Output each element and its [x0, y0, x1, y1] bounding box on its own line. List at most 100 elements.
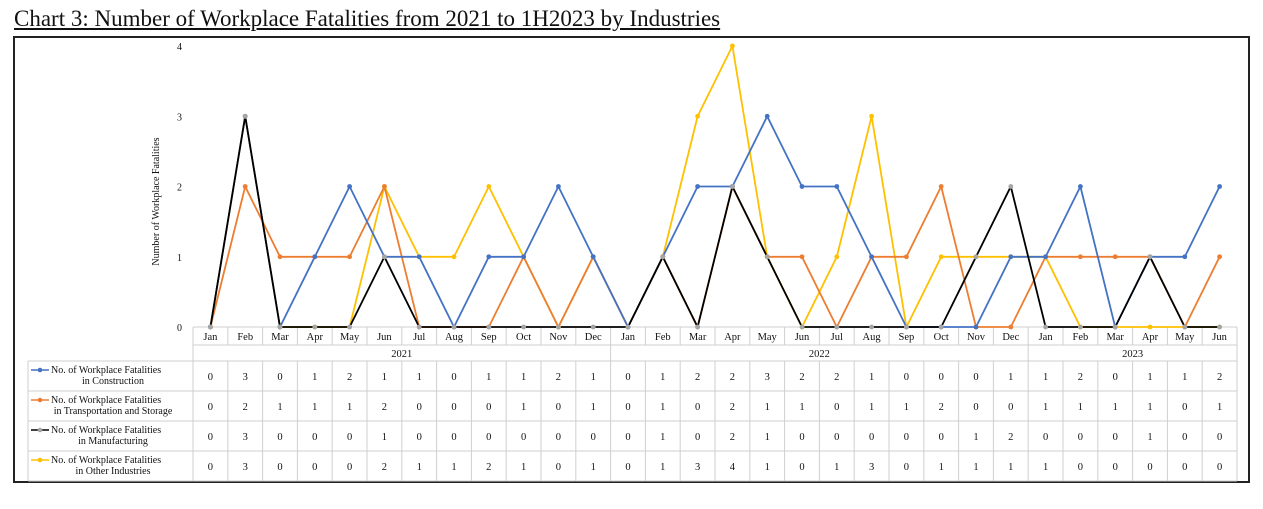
x-tick-label: Jun	[795, 332, 810, 343]
year-label: 2021	[391, 349, 412, 360]
data-point	[1182, 254, 1188, 260]
series-line	[209, 114, 1221, 330]
data-point	[695, 184, 700, 189]
data-table-value: 3	[695, 462, 700, 473]
data-table-value: 0	[904, 372, 909, 383]
data-table-value: 2	[834, 372, 839, 383]
data-table-value: 0	[1147, 462, 1152, 473]
data-table-value: 0	[556, 462, 561, 473]
data-point	[1217, 184, 1222, 189]
series-line	[209, 116, 1220, 330]
data-table-value: 1	[417, 462, 422, 473]
data-table-value: 0	[591, 432, 596, 443]
legend-label: No. of Workplace Fatalities	[51, 425, 161, 436]
data-table-value: 1	[1217, 402, 1222, 413]
data-table-value: 3	[243, 372, 248, 383]
data-point	[1112, 324, 1118, 330]
data-point	[486, 184, 492, 189]
x-tick-label: May	[340, 332, 360, 343]
data-table-value: 1	[660, 402, 665, 413]
data-point	[312, 324, 318, 330]
data-point	[1112, 254, 1118, 260]
data-table-value: 1	[521, 372, 526, 383]
data-point	[660, 254, 666, 260]
legend-label: in Manufacturing	[78, 436, 148, 447]
data-table-value: 1	[521, 402, 526, 413]
data-table-value: 1	[973, 432, 978, 443]
series-line	[209, 43, 1220, 330]
y-tick-label: 2	[177, 183, 182, 194]
x-tick-label: Jul	[413, 332, 425, 343]
data-table-value: 1	[521, 462, 526, 473]
y-tick-label: 1	[177, 253, 182, 264]
data-table-value: 1	[1043, 402, 1048, 413]
data-table-value: 0	[1043, 432, 1048, 443]
x-tick-label: Mar	[271, 332, 289, 343]
legend-label: No. of Workplace Fatalities	[51, 365, 161, 376]
data-table-value: 0	[347, 462, 352, 473]
data-point	[416, 324, 422, 330]
data-table-value: 0	[939, 372, 944, 383]
x-tick-label: Oct	[934, 332, 949, 343]
data-table-value: 0	[973, 402, 978, 413]
data-point	[1147, 254, 1153, 260]
data-point	[556, 184, 561, 189]
data-point	[451, 254, 457, 260]
data-point	[1008, 254, 1014, 260]
data-table-value: 0	[1113, 432, 1118, 443]
data-table-value: 0	[486, 402, 491, 413]
data-point	[799, 254, 805, 260]
data-table-value: 0	[1217, 432, 1222, 443]
data-point	[486, 324, 492, 330]
data-table-value: 0	[973, 372, 978, 383]
data-table-value: 0	[799, 462, 804, 473]
data-point	[869, 113, 874, 119]
data-point	[382, 254, 387, 260]
data-point	[834, 324, 840, 330]
data-point	[695, 113, 700, 119]
data-table-value: 0	[1217, 462, 1222, 473]
data-table-value: 0	[834, 432, 839, 443]
data-table-value: 0	[312, 432, 317, 443]
data-point	[521, 254, 526, 260]
data-point	[208, 324, 213, 330]
data-table-value: 0	[451, 402, 456, 413]
x-tick-label: Aug	[445, 332, 464, 343]
data-table-value: 1	[312, 402, 317, 413]
data-table-value: 1	[1043, 372, 1048, 383]
data-point	[904, 324, 909, 330]
data-table-value: 1	[347, 402, 352, 413]
data-point	[764, 113, 770, 119]
legend-label: No. of Workplace Fatalities	[51, 455, 161, 466]
data-table-value: 3	[243, 432, 248, 443]
data-table-value: 2	[556, 372, 561, 383]
data-table-value: 1	[973, 462, 978, 473]
x-tick-label: Nov	[549, 332, 568, 343]
data-point	[590, 324, 596, 330]
data-table-value: 0	[625, 462, 630, 473]
data-table-value: 0	[869, 432, 874, 443]
data-point	[904, 254, 909, 260]
data-point	[242, 113, 248, 119]
y-axis-title: Number of Workplace Fatalities	[151, 137, 162, 265]
data-point	[347, 254, 352, 260]
x-tick-label: Jul	[831, 332, 843, 343]
data-point	[486, 254, 492, 260]
data-table-value: 1	[1008, 372, 1013, 383]
data-point	[938, 324, 944, 330]
data-table-value: 1	[939, 462, 944, 473]
data-point	[312, 254, 318, 260]
x-tick-label: Jun	[377, 332, 392, 343]
data-table-value: 1	[765, 432, 770, 443]
data-point	[799, 184, 805, 189]
data-table-value: 1	[660, 462, 665, 473]
data-table-value: 0	[1182, 432, 1187, 443]
legend-key-marker	[37, 457, 43, 463]
data-table-value: 4	[730, 462, 736, 473]
data-point	[869, 254, 874, 260]
data-table-value: 0	[904, 432, 909, 443]
data-point	[799, 324, 805, 330]
data-table-value: 1	[660, 372, 665, 383]
data-point	[347, 324, 352, 330]
